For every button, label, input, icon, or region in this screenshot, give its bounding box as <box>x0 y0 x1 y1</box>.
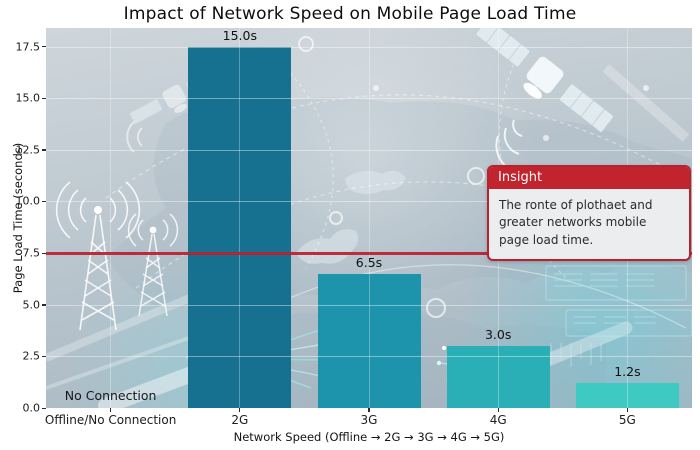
xtick-mark <box>368 408 370 412</box>
gridline <box>46 98 692 100</box>
gridline <box>46 46 692 48</box>
gridline <box>46 304 692 306</box>
xtick-mark <box>109 408 112 412</box>
ytick-label: 17.5 <box>15 40 41 54</box>
plot-area: 15.0s 6.5s 3.0s 1.2s No Connection <box>46 28 692 408</box>
ytick-mark <box>42 149 46 151</box>
ytick-mark <box>42 200 46 203</box>
ytick-label: 5.0 <box>22 298 41 312</box>
ytick-mark <box>42 252 46 254</box>
bar-value-label: 15.0s <box>222 28 257 43</box>
radio-tower-icon <box>55 181 141 331</box>
xtick-label: Offline/No Connection <box>44 413 177 427</box>
ytick-mark <box>42 97 46 100</box>
ytick-mark <box>42 355 46 358</box>
wifi-signal-icon <box>126 121 143 153</box>
x-axis-title: Network Speed (Offline → 2G → 3G → 4G → … <box>233 430 505 444</box>
bar-4g <box>446 346 550 408</box>
gridline <box>110 28 112 408</box>
xtick-mark <box>239 408 241 412</box>
xtick-label: 3G <box>360 413 378 427</box>
xtick-label: 2G <box>231 413 249 427</box>
bar-5g <box>575 383 679 408</box>
insight-box: Insight The ronte of plothaet and greate… <box>487 165 691 262</box>
server-rack-icon <box>545 265 692 367</box>
radio-tower-icon-2 <box>127 213 179 317</box>
bar-value-label: 6.5s <box>355 254 383 270</box>
bar-value-label: 3.0s <box>484 327 512 343</box>
insight-header: Insight <box>489 167 689 189</box>
ytick-label: 15.0 <box>15 91 41 105</box>
ytick-label: 2.5 <box>22 349 41 363</box>
gridline <box>46 149 692 151</box>
ytick-mark <box>42 304 46 306</box>
ytick-mark <box>42 407 46 409</box>
ytick-label: 0.0 <box>22 401 41 415</box>
ytick-mark <box>42 46 46 48</box>
ytick-label: 7.5 <box>22 246 41 260</box>
bar-2g <box>188 46 292 408</box>
xtick-label: 4G <box>489 413 507 427</box>
gridline <box>46 201 692 203</box>
bar-value-label: 1.2s <box>614 364 641 380</box>
satellite-icon <box>475 28 614 133</box>
xtick-mark <box>626 408 629 412</box>
xtick-mark <box>497 408 499 412</box>
y-axis-title: Page Load Time (seconds) <box>11 142 25 294</box>
insight-body: The ronte of plothaet and greater networ… <box>499 198 653 247</box>
chart-title: Impact of Network Speed on Mobile Page L… <box>123 4 577 24</box>
reference-line <box>46 251 692 255</box>
bar-3g <box>317 273 421 408</box>
ytick-label: 10.0 <box>15 194 41 208</box>
gridline <box>368 28 370 408</box>
ytick-label: 12.5 <box>15 143 41 157</box>
gridline <box>46 356 692 358</box>
xtick-label: 5G <box>618 413 636 427</box>
offline-annotation: No Connection <box>64 388 157 403</box>
gridline <box>239 28 241 408</box>
